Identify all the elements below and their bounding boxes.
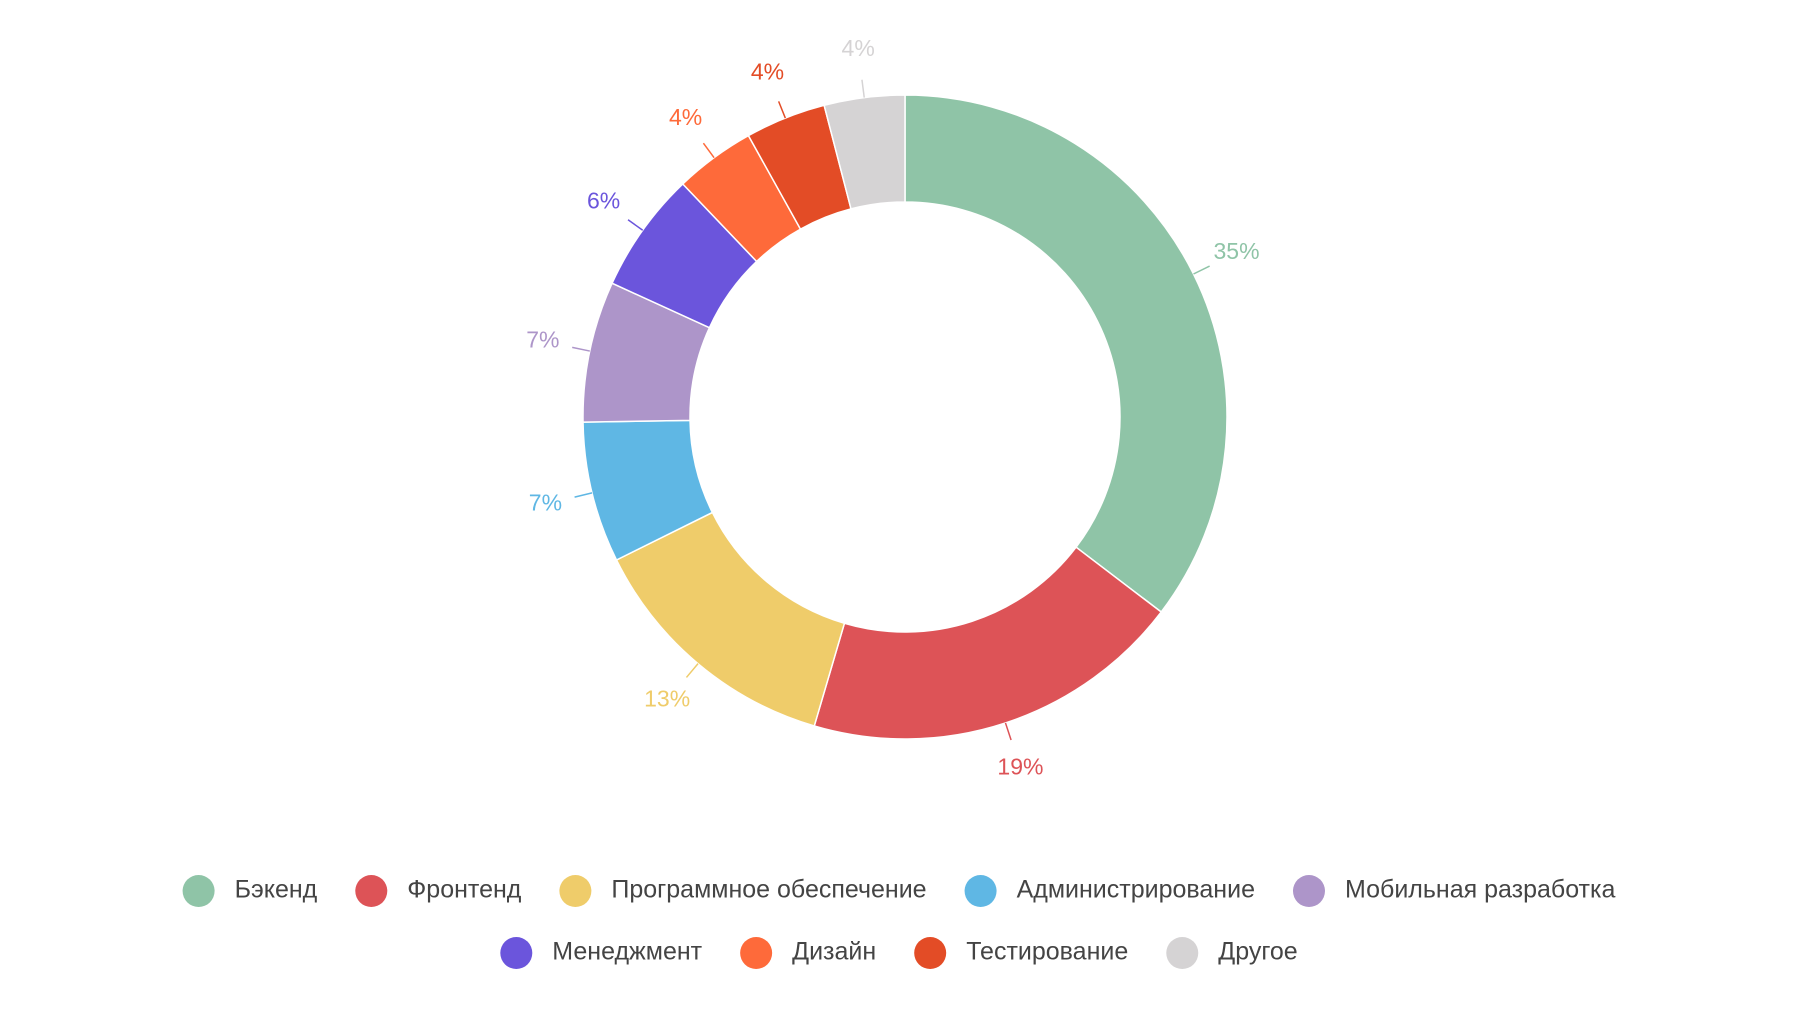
legend-row: Менеджмент Дизайн Тестирование Другое xyxy=(500,937,1298,969)
legend-marker xyxy=(964,875,997,907)
legend-label: Администрирование xyxy=(1017,876,1255,904)
legend-label: Фронтенд xyxy=(407,876,521,904)
legend-label: Дизайн xyxy=(792,938,876,966)
data-label: 4% xyxy=(842,35,875,61)
leader-line xyxy=(777,101,787,119)
legend-marker xyxy=(914,937,947,969)
data-label: 7% xyxy=(529,489,562,515)
legend-marker xyxy=(182,875,215,907)
data-label: 13% xyxy=(644,686,690,712)
segment xyxy=(904,94,1228,614)
data-label: 4% xyxy=(751,59,784,85)
legend-row: Бэкенд Фронтенд Программное обеспечение Адм… xyxy=(182,875,1616,907)
data-label: 6% xyxy=(587,187,620,213)
segment xyxy=(813,546,1163,740)
legend-label: Программное обеспечение xyxy=(611,876,926,904)
leader-line xyxy=(572,346,590,352)
leader-line xyxy=(861,79,865,98)
legend-label: Тестирование xyxy=(966,938,1128,966)
data-label: 35% xyxy=(1213,238,1259,264)
leader-line xyxy=(627,219,644,231)
legend-marker xyxy=(559,875,592,907)
leader-line xyxy=(1004,722,1012,741)
data-label: 4% xyxy=(669,104,702,130)
legend-marker xyxy=(355,875,388,907)
leader-line xyxy=(685,663,699,678)
segment xyxy=(823,94,906,210)
leader-line xyxy=(702,142,715,159)
legend-marker xyxy=(500,937,533,969)
leader-line xyxy=(1193,265,1210,275)
legend-label: Мобильная разработка xyxy=(1345,876,1616,904)
legend-marker xyxy=(1292,875,1325,907)
data-label: 7% xyxy=(526,326,559,352)
legend-marker xyxy=(1166,937,1199,969)
data-label: 19% xyxy=(997,754,1043,780)
legend-marker xyxy=(740,937,773,969)
leader-line xyxy=(574,492,593,498)
legend-label: Другое xyxy=(1218,938,1297,966)
legend-label: Менеджмент xyxy=(552,938,702,966)
legend-label: Бэкенд xyxy=(235,876,318,904)
